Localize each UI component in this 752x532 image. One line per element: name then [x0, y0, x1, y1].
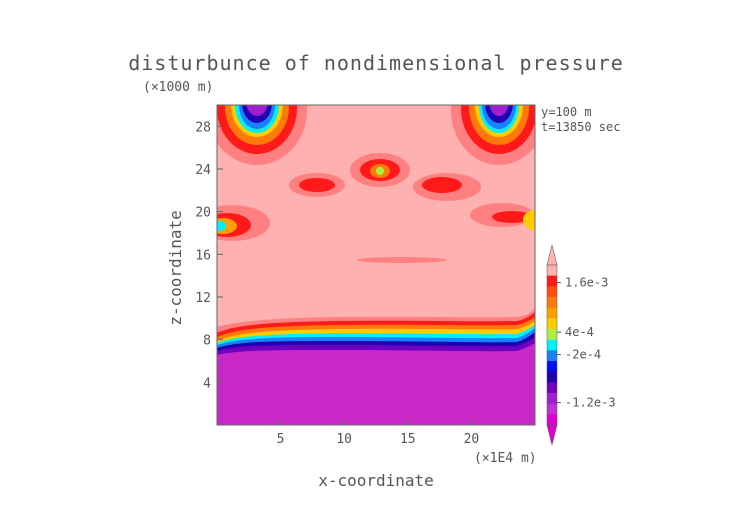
- top-left-lobe-dark: [242, 105, 272, 123]
- arc-blob-far-right-core: [492, 211, 532, 223]
- top-right-lobe-core: [489, 105, 509, 116]
- plot-frame: [216, 104, 536, 426]
- colorbar-swatch: [547, 393, 557, 405]
- colorbar-label: -1.2e-3: [565, 396, 616, 410]
- x-tick-label: 5: [277, 432, 285, 447]
- colorbar-swatch: [547, 414, 557, 426]
- arc-blob-left-core: [299, 178, 335, 192]
- colorbar-top-arrow: [546, 244, 558, 266]
- plot-area: 5 10 15 20 4 8 12 16 20 24 28: [195, 104, 536, 447]
- colorbar-label: 1.6e-3: [565, 276, 608, 290]
- colorbar-swatch: [547, 329, 557, 341]
- colorbar-swatch: [547, 403, 557, 415]
- colorbar-swatch: [547, 350, 557, 362]
- lower-streak: [357, 257, 447, 263]
- y-axis-ticks: 4 8 12 16 20 24 28: [195, 120, 223, 391]
- colorbar-swatch: [547, 361, 557, 373]
- top-left-lobe-core: [246, 105, 268, 116]
- colorbar-swatch: [547, 307, 557, 319]
- colorbar-frame: [546, 264, 558, 426]
- top-right-lobe-dark: [485, 105, 513, 123]
- colorbar-swatch: [547, 275, 557, 287]
- colorbar-label: 4e-4: [565, 325, 594, 339]
- x-tick-label: 20: [464, 432, 480, 447]
- left-edge-blob-core: [217, 221, 226, 231]
- arc-blob-right-core: [422, 177, 462, 193]
- annotation-t: t=13850 sec: [541, 120, 620, 134]
- colorbar-bottom-arrow: [546, 424, 558, 446]
- arc-blob-center-core: [376, 167, 384, 175]
- x-tick-label: 10: [336, 432, 352, 447]
- y-tick-label: 8: [203, 334, 211, 349]
- x-axis-ticks: 5 10 15 20: [277, 419, 480, 447]
- colorbar-swatch: [547, 371, 557, 383]
- colorbar-label: -2e-4: [565, 348, 601, 362]
- colorbar: 1.6e-3 4e-4 -2e-4 -1.2e-3: [546, 244, 616, 446]
- chart-title: disturbunce of nondimensional pressure: [128, 51, 624, 75]
- y-tick-label: 4: [203, 376, 211, 391]
- right-edge-blob: [523, 210, 535, 230]
- y-tick-label: 12: [195, 291, 211, 306]
- y-tick-label: 20: [195, 206, 211, 221]
- x-tick-label: 15: [400, 432, 416, 447]
- x-unit-label: (×1E4 m): [474, 451, 537, 466]
- colorbar-swatch: [547, 297, 557, 309]
- y-tick-label: 28: [195, 120, 211, 135]
- colorbar-swatch: [547, 286, 557, 298]
- colorbar-swatch: [547, 318, 557, 330]
- y-axis-label: z-coordinate: [166, 210, 185, 326]
- y-tick-label: 16: [195, 248, 211, 263]
- x-axis-label: x-coordinate: [318, 471, 434, 490]
- colorbar-swatch: [547, 265, 557, 277]
- ground-layer: [217, 343, 535, 425]
- colorbar-swatch: [547, 382, 557, 394]
- colorbar-swatch: [547, 339, 557, 351]
- y-tick-label: 24: [195, 163, 211, 178]
- heatmap-field: [217, 105, 535, 425]
- annotation-y: y=100 m: [541, 105, 592, 119]
- y-unit-label: (×1000 m): [143, 80, 213, 95]
